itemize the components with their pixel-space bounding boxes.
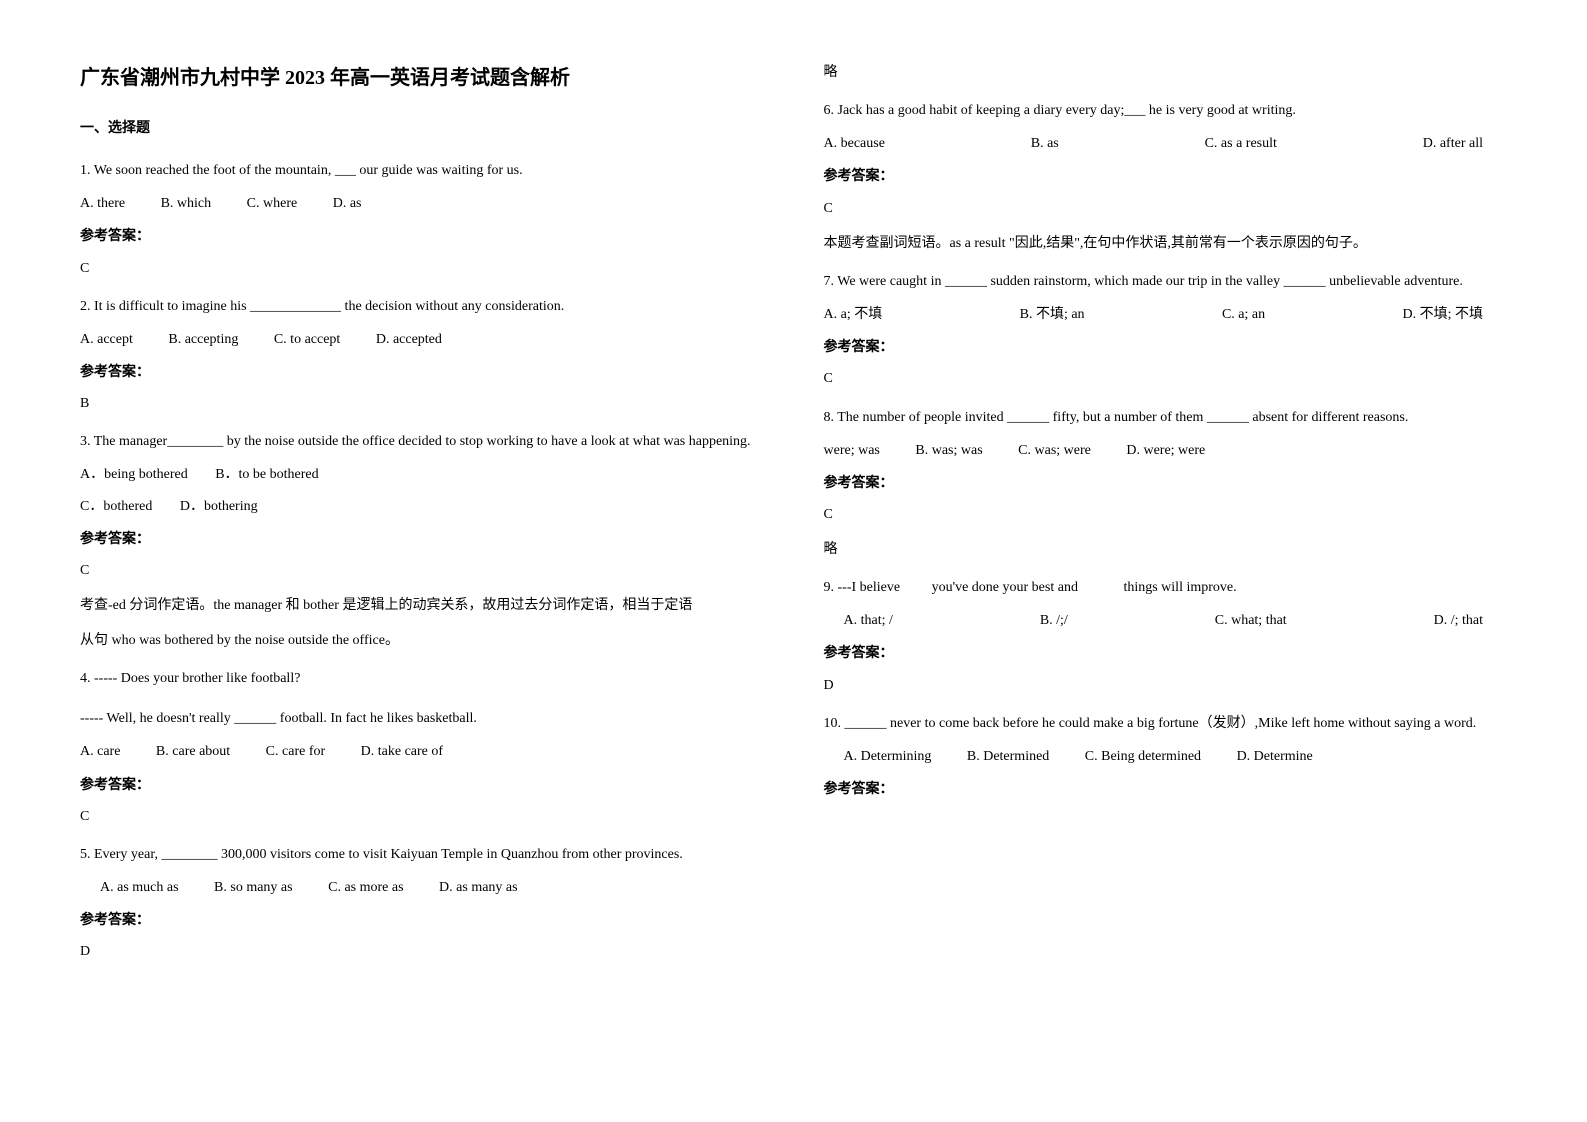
q3-opt-c: C．bothered (80, 494, 152, 519)
q8-opt-b: B. was; was (915, 438, 982, 463)
q5-opt-b: B. so many as (214, 875, 293, 900)
q2-opt-a: A. accept (80, 327, 133, 352)
q3-options-row2: C．bothered D．bothering (80, 494, 764, 519)
q9-options: A. that; / B. /;/ C. what; that D. /; th… (844, 608, 1508, 633)
q7-answer-label: 参考答案： (824, 335, 1508, 360)
q6-explanation: 本题考查副词短语。as a result "因此,结果",在句中作状语,其前常有… (824, 231, 1508, 256)
q4-opt-a: A. care (80, 739, 120, 764)
q5-skip: 略 (824, 60, 1508, 85)
q9-opt-c: C. what; that (1215, 608, 1287, 633)
q7-opt-c: C. a; an (1222, 302, 1265, 327)
q3-opt-a: A．being bothered (80, 462, 188, 487)
q4-opt-b: B. care about (156, 739, 230, 764)
question-7: 7. We were caught in ______ sudden rains… (824, 268, 1508, 296)
q8-skip: 略 (824, 537, 1508, 562)
q10-opt-b: B. Determined (967, 744, 1049, 769)
q8-answer: C (824, 502, 1508, 527)
q6-options: A. because B. as C. as a result D. after… (824, 131, 1508, 156)
question-6: 6. Jack has a good habit of keeping a di… (824, 97, 1508, 125)
q1-opt-a: A. there (80, 191, 125, 216)
q2-opt-c: C. to accept (274, 327, 340, 352)
q4-opt-d: D. take care of (361, 739, 443, 764)
q9-answer-label: 参考答案： (824, 641, 1508, 666)
q3-explanation-2: 从句 who was bothered by the noise outside… (80, 628, 764, 653)
q8-options: were; was B. was; was C. was; were D. we… (824, 438, 1508, 463)
question-1: 1. We soon reached the foot of the mount… (80, 157, 764, 185)
q10-opt-c: C. Being determined (1085, 744, 1201, 769)
q5-answer-label: 参考答案： (80, 908, 764, 933)
q4-options: A. care B. care about C. care for D. tak… (80, 739, 764, 764)
question-3: 3. The manager________ by the noise outs… (80, 428, 764, 456)
doc-title: 广东省潮州市九村中学 2023 年高一英语月考试题含解析 (80, 60, 764, 96)
q5-opt-c: C. as more as (328, 875, 403, 900)
q9-opt-b: B. /;/ (1040, 608, 1068, 633)
q7-opt-d: D. 不填; 不填 (1403, 302, 1484, 327)
question-9: 9. ---I believe you've done your best an… (824, 574, 1508, 602)
q3-options-row1: A．being bothered B．to be bothered (80, 462, 764, 487)
q3-explanation-1: 考查-ed 分词作定语。the manager 和 bother 是逻辑上的动宾… (80, 593, 764, 618)
q3-opt-d: D．bothering (180, 494, 258, 519)
q3-opt-b: B．to be bothered (215, 462, 318, 487)
question-4-line2: ----- Well, he doesn't really ______ foo… (80, 705, 764, 733)
q6-opt-b: B. as (1031, 131, 1059, 156)
q2-opt-b: B. accepting (168, 327, 238, 352)
q5-options: A. as much as B. so many as C. as more a… (100, 875, 764, 900)
left-column: 广东省潮州市九村中学 2023 年高一英语月考试题含解析 一、选择题 1. We… (80, 60, 764, 975)
q1-answer-label: 参考答案： (80, 224, 764, 249)
q1-answer: C (80, 256, 764, 281)
right-column: 略 6. Jack has a good habit of keeping a … (824, 60, 1508, 975)
q6-opt-d: D. after all (1423, 131, 1483, 156)
q2-answer: B (80, 391, 764, 416)
q8-opt-c: C. was; were (1018, 438, 1091, 463)
question-10: 10. ______ never to come back before he … (824, 710, 1508, 738)
q10-opt-d: D. Determine (1237, 744, 1313, 769)
q10-opt-a: A. Determining (844, 744, 932, 769)
q5-opt-a: A. as much as (100, 875, 179, 900)
q5-opt-d: D. as many as (439, 875, 518, 900)
q1-options: A. there B. which C. where D. as (80, 191, 764, 216)
q4-answer-label: 参考答案： (80, 773, 764, 798)
q1-opt-c: C. where (247, 191, 298, 216)
q10-answer-label: 参考答案： (824, 777, 1508, 802)
q3-answer: C (80, 558, 764, 583)
q10-options: A. Determining B. Determined C. Being de… (844, 744, 1508, 769)
q8-answer-label: 参考答案： (824, 471, 1508, 496)
q7-answer: C (824, 366, 1508, 391)
q1-opt-b: B. which (161, 191, 212, 216)
q4-opt-c: C. care for (266, 739, 325, 764)
q9-answer: D (824, 673, 1508, 698)
q7-opt-a: A. a; 不填 (824, 302, 883, 327)
question-5: 5. Every year, ________ 300,000 visitors… (80, 841, 764, 869)
q9-opt-a: A. that; / (844, 608, 893, 633)
q7-options: A. a; 不填 B. 不填; an C. a; an D. 不填; 不填 (824, 302, 1508, 327)
q5-answer: D (80, 939, 764, 964)
q1-opt-d: D. as (333, 191, 362, 216)
question-4-line1: 4. ----- Does your brother like football… (80, 665, 764, 693)
q4-answer: C (80, 804, 764, 829)
q8-opt-a: were; was (824, 438, 880, 463)
q9-opt-d: D. /; that (1434, 608, 1483, 633)
q2-options: A. accept B. accepting C. to accept D. a… (80, 327, 764, 352)
question-8: 8. The number of people invited ______ f… (824, 404, 1508, 432)
q2-opt-d: D. accepted (376, 327, 442, 352)
q6-answer: C (824, 196, 1508, 221)
section-heading: 一、选择题 (80, 116, 764, 141)
q6-opt-a: A. because (824, 131, 885, 156)
q8-opt-d: D. were; were (1126, 438, 1205, 463)
q6-opt-c: C. as a result (1205, 131, 1277, 156)
q7-opt-b: B. 不填; an (1020, 302, 1085, 327)
q2-answer-label: 参考答案： (80, 360, 764, 385)
q3-answer-label: 参考答案： (80, 527, 764, 552)
q6-answer-label: 参考答案： (824, 164, 1508, 189)
question-2: 2. It is difficult to imagine his ______… (80, 293, 764, 321)
